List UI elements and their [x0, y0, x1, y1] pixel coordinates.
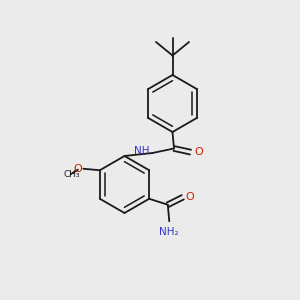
Text: O: O	[73, 164, 82, 174]
Text: O: O	[186, 192, 194, 202]
Text: O: O	[194, 147, 203, 157]
Text: CH₃: CH₃	[64, 170, 80, 179]
Text: NH: NH	[134, 146, 149, 157]
Text: NH₂: NH₂	[160, 227, 179, 237]
